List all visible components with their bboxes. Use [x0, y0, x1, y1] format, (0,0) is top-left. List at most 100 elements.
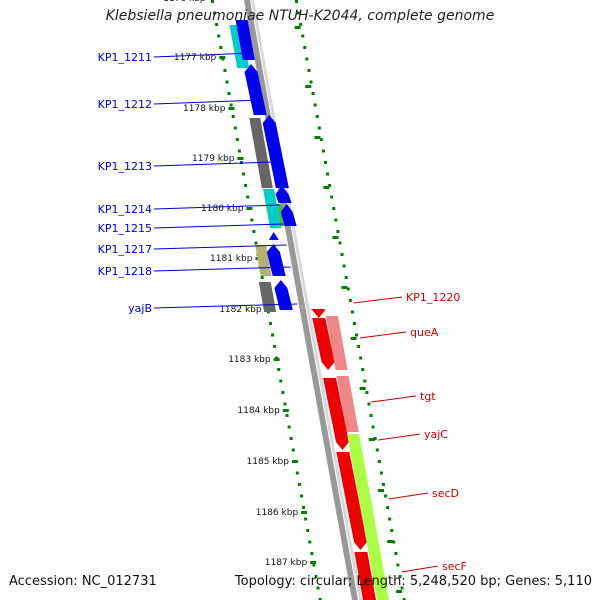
gene-leader-right — [378, 433, 421, 441]
tick-dot-left — [287, 425, 291, 429]
gene-arrow-kp1-1217 — [268, 232, 281, 240]
tick-dot-right — [336, 230, 340, 233]
tick-dot-left — [237, 149, 241, 153]
tick-label: 1179 kbp — [192, 154, 235, 164]
gene-label-left: KP1_1218 — [98, 265, 152, 278]
tick-dot-left — [233, 126, 237, 130]
gene-label-right: tgt — [420, 390, 436, 403]
tick-label: 1185 kbp — [247, 457, 290, 467]
gene-label-right: secD — [432, 487, 459, 500]
gene-block-quea-outer — [325, 316, 348, 370]
tick-dot-right — [367, 402, 371, 406]
gene-label-left: KP1_1211 — [98, 51, 152, 64]
tick-dot-right — [317, 126, 321, 130]
tick-dot-right — [402, 598, 406, 600]
gene-leader-left — [153, 266, 291, 272]
tick-dot-right — [311, 92, 315, 95]
tick-dot-right — [340, 253, 344, 256]
gene-leader-right — [371, 395, 417, 403]
gene-label-right: secF — [442, 560, 467, 573]
tick-dot-left — [306, 529, 310, 532]
tick-dot-left — [279, 379, 283, 383]
tick-mark-right — [314, 136, 321, 139]
tick-dot-right — [323, 161, 327, 164]
tick-dot-left — [246, 195, 250, 199]
tick-mark-right — [350, 337, 357, 340]
tick-dot-right — [332, 207, 336, 210]
tick-dot-right — [334, 218, 338, 222]
genome-title: Klebsiella pneumoniae NTUH-K2044, comple… — [105, 8, 495, 24]
tick-dot-right — [297, 11, 301, 15]
tick-dot-right — [381, 483, 385, 486]
tick-mark-left — [237, 157, 244, 160]
tick-dot-left — [300, 494, 304, 498]
tick-dot-left — [312, 563, 316, 567]
gene-label-left: KP1_1215 — [98, 222, 152, 235]
tick-dot-right — [359, 356, 363, 360]
tick-mark-right — [305, 85, 312, 88]
gene-block-kp1-1218-outer — [255, 245, 272, 276]
tick-label: 1176 kbp — [163, 0, 206, 4]
tick-dot-left — [302, 506, 306, 509]
tick-dot-right — [338, 241, 342, 245]
tick-dot-right — [344, 276, 348, 279]
tick-mark-left — [228, 107, 235, 110]
gene-block-kp1-1211-inner — [235, 20, 255, 60]
tick-dot-right — [398, 575, 402, 578]
gene-arrow-kp1-1220 — [310, 309, 326, 318]
gene-features — [229, 20, 389, 600]
tick-dot-right — [392, 540, 396, 544]
tick-label: 1177 kbp — [174, 53, 217, 63]
tick-dot-right — [328, 184, 332, 187]
tick-dot-right — [330, 195, 334, 199]
tick-mark-left — [291, 460, 298, 463]
tick-dot-left — [250, 218, 254, 222]
tick-label: 1187 kbp — [265, 558, 308, 568]
gene-arrow-kp1-1213 — [262, 115, 289, 188]
tick-mark-right — [323, 186, 330, 189]
tick-dot-left — [310, 552, 314, 555]
tick-dot-right — [369, 414, 373, 417]
tick-dot-right — [303, 46, 307, 49]
gene-arrow-yajb — [274, 280, 293, 310]
gene-label-right: KP1_1220 — [406, 291, 460, 304]
tick-dot-right — [396, 563, 400, 567]
genome-summary-text: Topology: circular; Length: 5,248,520 bp… — [234, 574, 592, 589]
tick-dot-right — [295, 0, 298, 3]
gene-arrow-yajc — [336, 452, 367, 550]
tick-dot-right — [307, 69, 311, 72]
tick-dot-right — [390, 529, 394, 532]
tick-mark-right — [332, 236, 339, 239]
tick-dot-left — [297, 483, 301, 486]
tick-dot-right — [355, 333, 359, 337]
tick-dot-left — [252, 230, 256, 233]
tick-mark-left — [273, 358, 280, 361]
gene-label-left: yajB — [128, 302, 152, 315]
tick-dot-left — [268, 322, 272, 325]
tick-mark-left — [310, 561, 317, 564]
tick-dot-left — [219, 46, 223, 49]
tick-dot-left — [283, 402, 287, 406]
tick-dot-right — [394, 552, 398, 555]
gene-label-left: KP1_1212 — [98, 98, 152, 111]
tick-labels: 1176 kbp 1177 kbp 1178 kbp 1179 kbp 1180 kbp… — [163, 0, 307, 568]
gene-arrow-kp1-1212 — [244, 64, 267, 115]
tick-dot-left — [217, 34, 221, 38]
tick-label: 1184 kbp — [237, 406, 280, 416]
tick-label: 1180 kbp — [201, 204, 244, 214]
tick-dot-right — [301, 34, 305, 38]
gene-leader-left — [153, 223, 284, 229]
tick-dot-left — [223, 69, 227, 72]
tick-dot-right — [365, 391, 369, 394]
gene-label-left: KP1_1217 — [98, 243, 152, 256]
tick-dot-left — [277, 368, 281, 371]
tick-dot-left — [242, 172, 246, 176]
tick-dot-left — [244, 184, 248, 187]
gene-label-right: queA — [410, 326, 439, 339]
tick-dot-right — [346, 287, 350, 291]
gene-leader-left — [153, 99, 261, 105]
tick-dot-left — [271, 333, 275, 337]
tick-dot-right — [342, 264, 346, 268]
tick-dot-left — [318, 598, 322, 600]
